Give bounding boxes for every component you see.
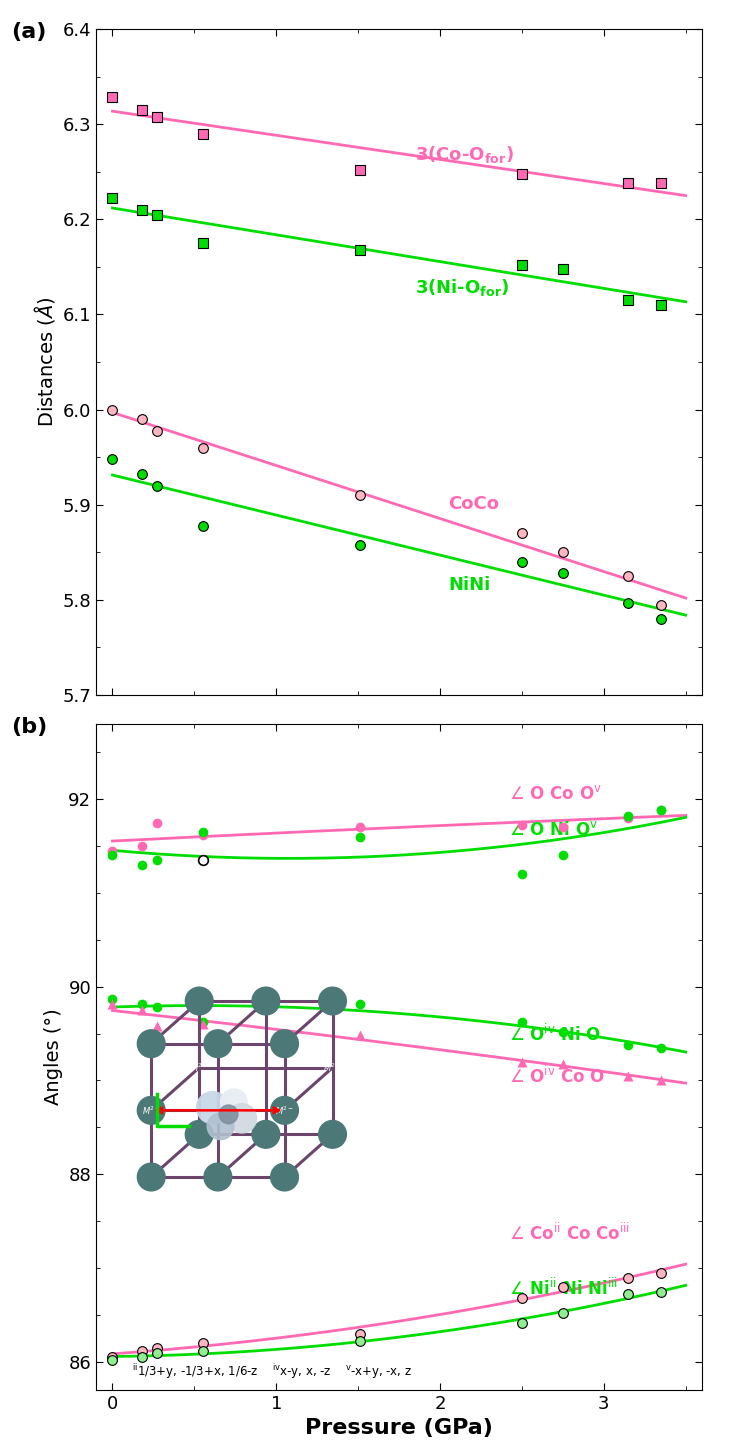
Y-axis label: Angles (°): Angles (°) (44, 1009, 63, 1105)
Text: 3(Ni-O$_{\mathregular{for}}$): 3(Ni-O$_{\mathregular{for}}$) (415, 278, 510, 298)
Text: 3(Co-O$_{\mathregular{for}}$): 3(Co-O$_{\mathregular{for}}$) (415, 145, 514, 165)
Text: $^{\rm ii}$1/3+y, -1/3+x, 1/6-z    $^{\rm iv}$x-y, x, -z    $^{\rm v}$-x+y, -x, : $^{\rm ii}$1/3+y, -1/3+x, 1/6-z $^{\rm i… (132, 1363, 412, 1381)
Text: $\angle$ O$^{\rm iv}$ Co O: $\angle$ O$^{\rm iv}$ Co O (508, 1066, 605, 1086)
Y-axis label: Distances ($\AA$): Distances ($\AA$) (32, 297, 57, 427)
Text: $\angle$ O Ni O$^{\rm v}$: $\angle$ O Ni O$^{\rm v}$ (508, 821, 598, 838)
Text: CoCo: CoCo (448, 495, 499, 514)
Text: NiNi: NiNi (448, 576, 491, 594)
Text: (a): (a) (11, 22, 47, 42)
Text: (b): (b) (11, 717, 47, 737)
Text: $\angle$ Co$^{\rm ii}$ Co Co$^{\rm iii}$: $\angle$ Co$^{\rm ii}$ Co Co$^{\rm iii}$ (508, 1222, 630, 1244)
Text: $\angle$ O$^{\rm iv}$ Ni O: $\angle$ O$^{\rm iv}$ Ni O (508, 1024, 601, 1045)
X-axis label: Pressure (GPa): Pressure (GPa) (305, 1419, 493, 1438)
Text: $\angle$ O Co O$^{\rm v}$: $\angle$ O Co O$^{\rm v}$ (508, 785, 602, 804)
Text: $\angle$ Ni$^{\rm ii}$ Ni Ni$^{\rm iii}$: $\angle$ Ni$^{\rm ii}$ Ni Ni$^{\rm iii}$ (508, 1277, 618, 1299)
